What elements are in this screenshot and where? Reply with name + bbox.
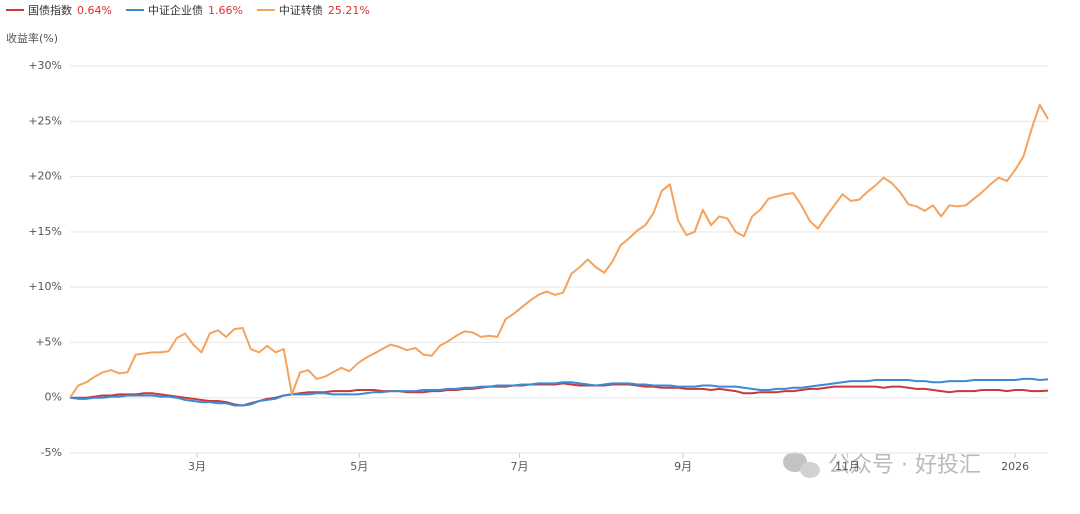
series-line [70,382,1049,407]
y-tick-label: +30% [28,59,62,72]
x-tick-label: 3月 [188,460,206,473]
legend-value: 25.21% [328,4,370,17]
x-tick-label: 9月 [674,460,692,473]
y-axis-title: 收益率(%) [6,31,58,45]
y-tick-label: +25% [28,114,62,127]
legend-value: 1.66% [208,4,243,17]
watermark: 公众号 · 好投汇 [783,452,981,478]
legend-label: 国债指数 [28,3,72,17]
series-line [69,103,1049,399]
y-tick-label: +10% [28,280,62,293]
y-tick-label: -5% [41,446,62,459]
legend-label: 中证转债 [279,3,323,17]
watermark-icon [800,462,820,478]
x-tick-label: 11月 [835,460,860,473]
x-tick-label: 2026 [1001,460,1029,473]
watermark-text: 公众号 · 好投汇 [828,453,981,478]
legend-value: 0.64% [77,4,112,17]
y-tick-label: +20% [28,170,62,183]
series-line [69,377,1049,407]
y-tick-label: 0% [45,391,62,404]
x-tick-label: 7月 [511,460,529,473]
legend-label: 中证企业债 [148,3,203,17]
y-tick-label: +15% [28,225,62,238]
y-tick-label: +5% [35,335,62,348]
x-tick-label: 5月 [350,460,368,473]
